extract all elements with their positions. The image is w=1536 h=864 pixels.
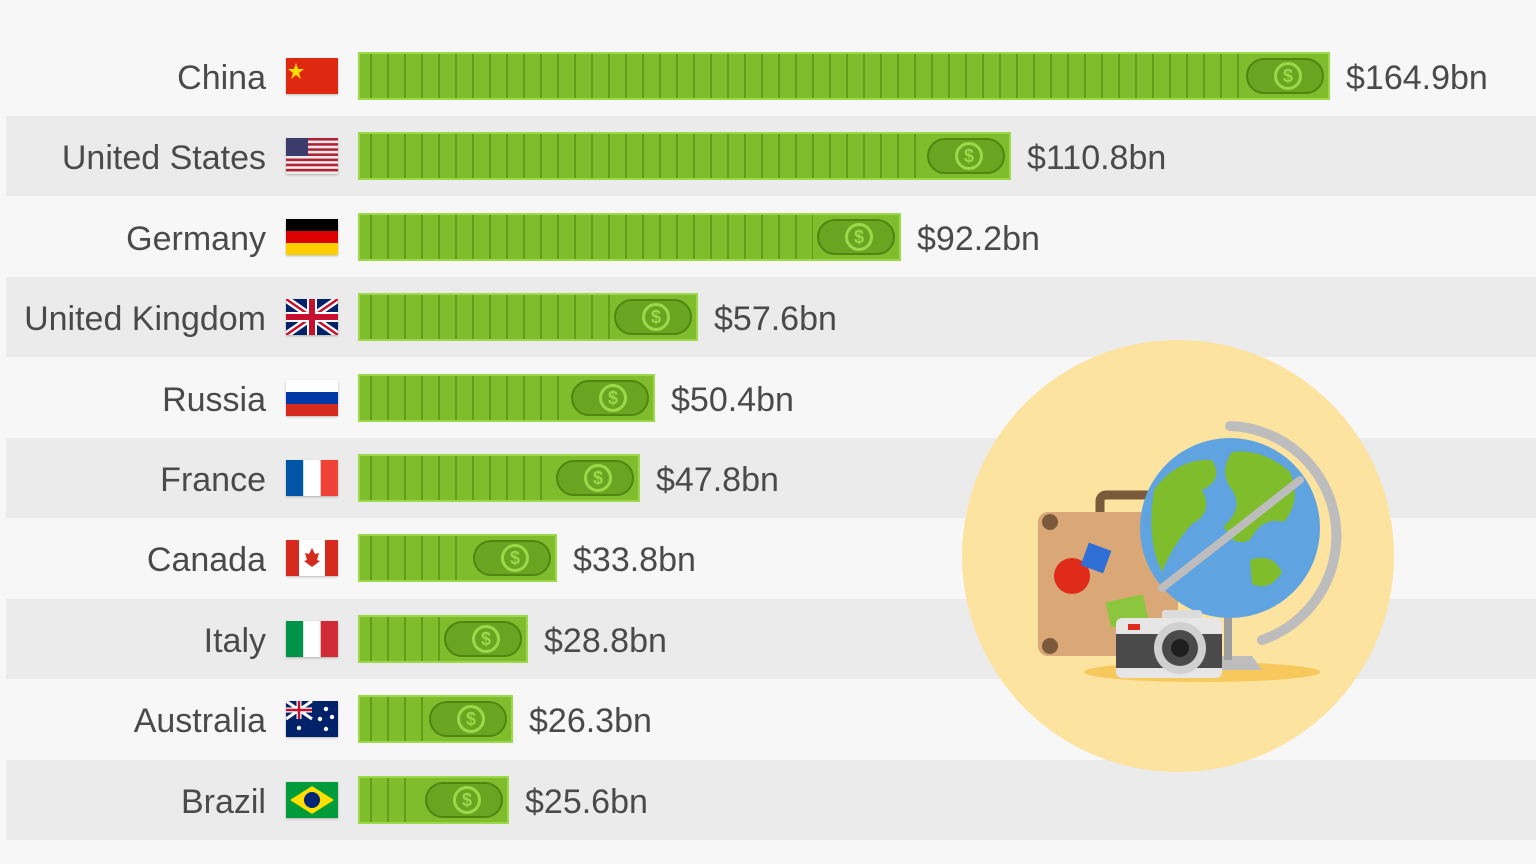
dollar-coin-icon: $ xyxy=(599,383,627,412)
country-label-russia: Russia xyxy=(162,380,266,419)
bar-australia: $ xyxy=(358,695,513,744)
row-background xyxy=(6,277,1536,358)
banknote-stack-icon xyxy=(360,375,567,420)
bar-china: $ xyxy=(358,52,1330,100)
bar-germany: $ xyxy=(358,212,901,261)
united-states-flag-icon xyxy=(286,138,338,174)
banknote-stack-icon xyxy=(360,697,425,742)
italy-flag-icon xyxy=(286,620,338,657)
dollar-coin-icon: $ xyxy=(457,705,485,734)
bar-united-states: $ xyxy=(358,132,1011,181)
value-label-united-kingdom: $57.6bn xyxy=(714,300,837,339)
value-label-united-states: $110.8bn xyxy=(1027,139,1167,178)
country-label-italy: Italy xyxy=(203,621,266,660)
dollar-coin-icon: $ xyxy=(642,303,670,332)
bar-united-kingdom: $ xyxy=(358,293,698,342)
banknote-stack-icon xyxy=(360,214,813,259)
value-label-canada: $33.8bn xyxy=(573,541,696,580)
value-label-france: $47.8bn xyxy=(656,461,779,499)
travel-globe-suitcase-camera-icon xyxy=(962,340,1394,772)
france-flag-icon xyxy=(286,460,338,496)
banknote-stack-icon xyxy=(360,295,610,340)
australia-flag-icon xyxy=(286,701,338,738)
value-label-germany: $92.2bn xyxy=(917,219,1040,258)
banknote-stack-icon xyxy=(360,134,923,179)
dollar-coin-icon: $ xyxy=(955,142,983,171)
dollar-coin-icon: $ xyxy=(584,464,612,492)
dollar-coin-icon: $ xyxy=(501,544,529,573)
dollar-coin-icon: $ xyxy=(845,222,873,251)
russia-flag-icon xyxy=(286,379,338,416)
bar-canada: $ xyxy=(358,534,557,583)
camera-icon xyxy=(1116,610,1222,678)
globe-icon xyxy=(1140,421,1342,670)
value-label-brazil: $25.6bn xyxy=(525,782,648,821)
dollar-coin-icon: $ xyxy=(472,624,500,653)
country-label-canada: Canada xyxy=(146,541,266,580)
country-label-france: France xyxy=(160,461,266,499)
value-label-china: $164.9bn xyxy=(1346,59,1488,97)
value-label-italy: $28.8bn xyxy=(544,621,667,660)
germany-flag-icon xyxy=(286,218,338,255)
canada-flag-icon xyxy=(286,540,338,577)
brazil-flag-icon xyxy=(286,781,338,818)
country-label-china: China xyxy=(177,59,266,97)
country-label-brazil: Brazil xyxy=(180,782,266,821)
bar-italy: $ xyxy=(358,614,528,663)
united-kingdom-flag-icon xyxy=(286,299,338,336)
bar-russia: $ xyxy=(358,373,655,422)
banknote-stack-icon xyxy=(360,616,440,661)
value-label-australia: $26.3bn xyxy=(529,702,652,741)
row-background xyxy=(6,759,1536,840)
dollar-coin-icon: $ xyxy=(453,785,481,814)
banknote-stack-icon xyxy=(360,536,469,581)
bar-brazil: $ xyxy=(358,775,509,824)
bar-france: $ xyxy=(358,454,640,502)
country-label-australia: Australia xyxy=(133,702,266,741)
china-flag-icon xyxy=(286,58,338,94)
banknote-stack-icon xyxy=(360,456,552,500)
value-label-russia: $50.4bn xyxy=(671,380,794,419)
dollar-coin-icon: $ xyxy=(1274,62,1302,90)
banknote-stack-icon xyxy=(360,777,421,822)
banknote-stack-icon xyxy=(360,54,1242,98)
country-label-germany: Germany xyxy=(126,219,266,258)
country-label-united-kingdom: United Kingdom xyxy=(24,300,266,339)
country-label-united-states: United States xyxy=(61,139,266,178)
